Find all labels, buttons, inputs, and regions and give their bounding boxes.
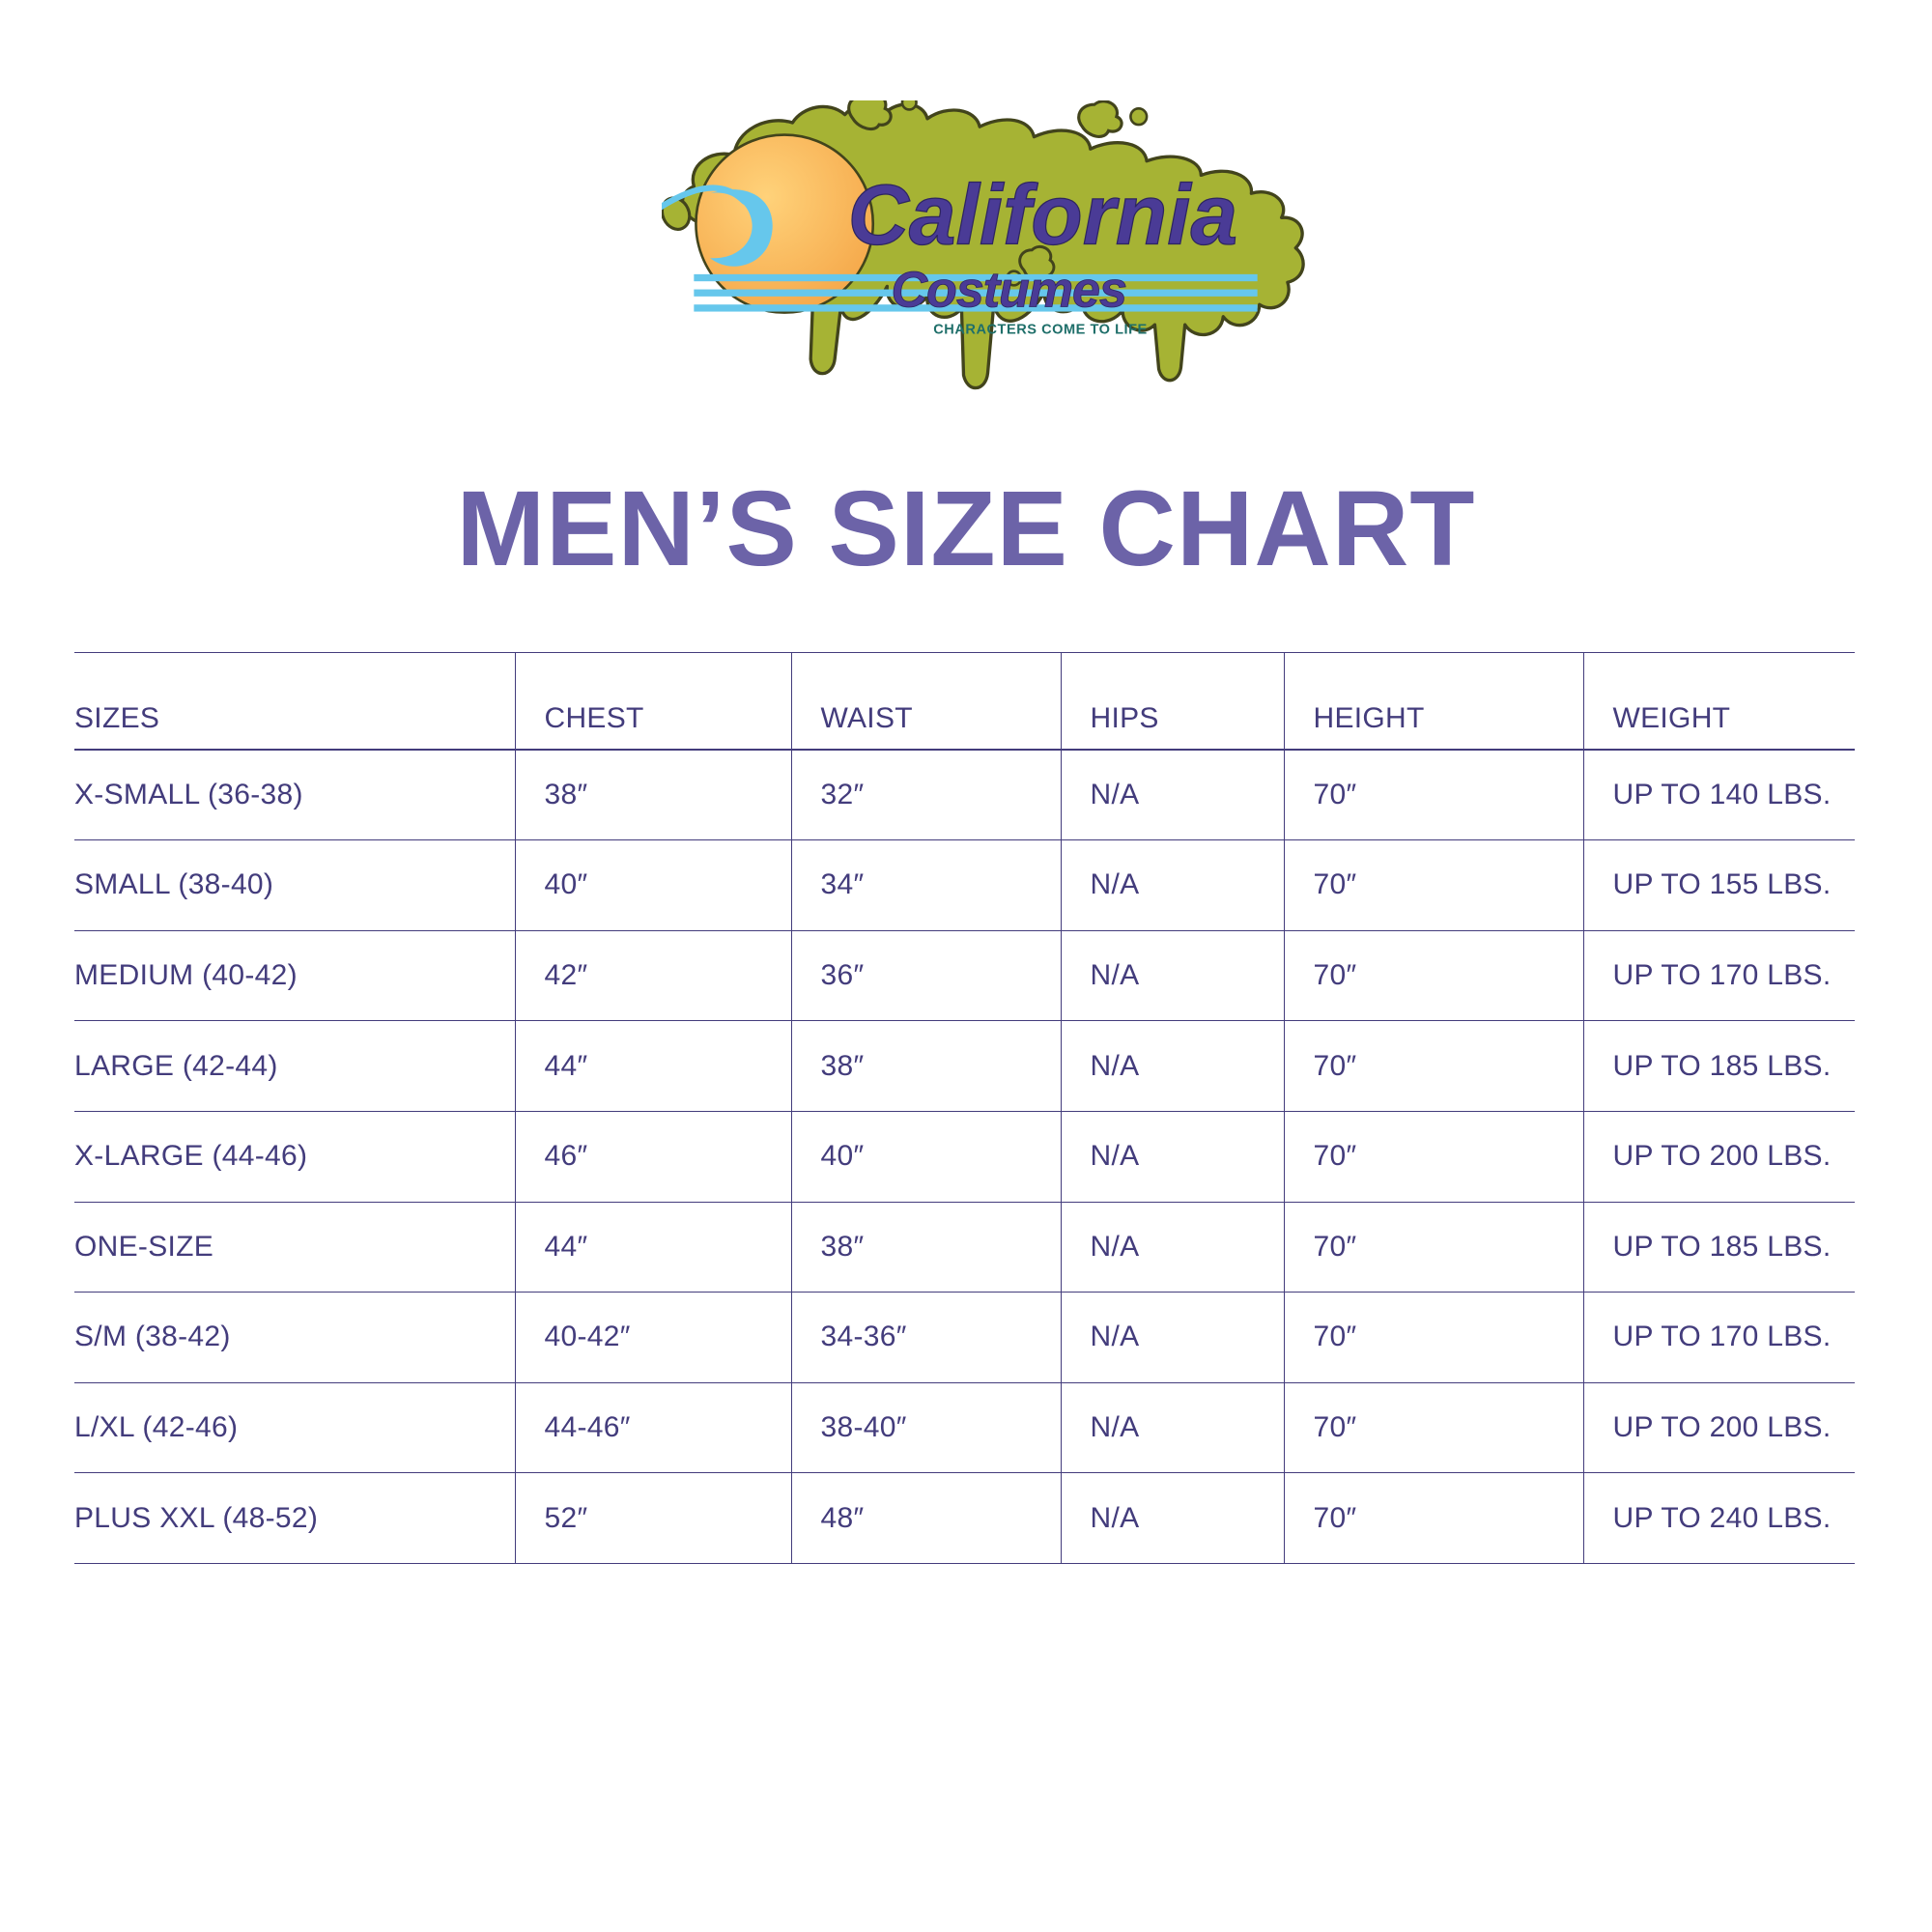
svg-text:Costumes: Costumes bbox=[892, 262, 1126, 318]
svg-text:CHARACTERS COME TO LIFE: CHARACTERS COME TO LIFE bbox=[933, 323, 1148, 338]
svg-text:California: California bbox=[848, 167, 1237, 262]
